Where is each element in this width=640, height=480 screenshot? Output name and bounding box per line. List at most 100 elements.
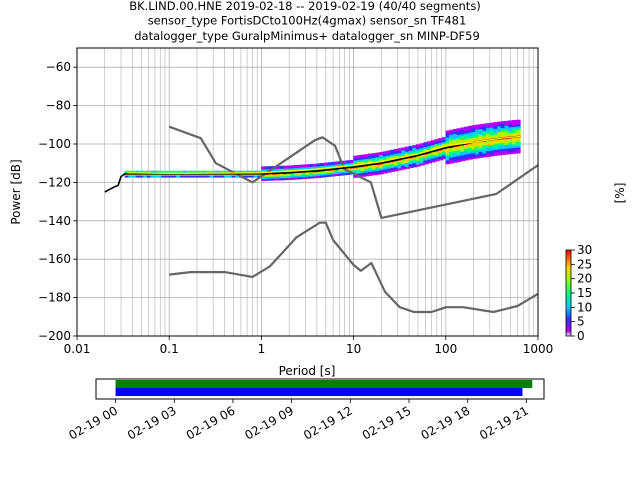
psd-cell [416,146,422,150]
psd-cell [227,170,233,174]
psd-cell [508,126,514,130]
psd-cell [489,149,495,153]
y-tick-label: −120 [38,175,71,189]
psd-cell [486,142,492,146]
mode-psd-line [127,135,521,174]
psd-cell [316,165,322,169]
psd-cell [493,127,499,131]
psd-cell [500,125,506,129]
psd-cell [467,133,473,137]
psd-cell [382,170,388,174]
psd-cell [500,142,506,146]
new-high-noise-model-line [168,125,539,219]
psd-cell [165,174,171,178]
psd-cell [412,148,418,152]
psd-cell [209,174,215,178]
psd-cell [183,174,189,178]
psd-cell [475,134,481,138]
psd-cell [497,121,503,125]
psd-cell [309,163,315,167]
y-axis-label: Power [dB] [9,159,23,224]
psd-cell [139,170,145,174]
psd-cell [438,157,444,161]
psd-cell [360,156,366,160]
psd-cell [493,129,499,133]
psd-cell [419,149,425,153]
psd-cell [434,144,440,148]
psd-cell [320,164,326,168]
psd-cell [497,135,503,139]
psd-cell [475,132,481,136]
psd-cell [427,152,433,156]
psd-cell [427,160,433,164]
psd-cell [397,150,403,154]
psd-cell [482,125,488,129]
psd-cell [397,161,403,165]
psd-cell [198,170,204,174]
psd-cell [161,170,167,174]
psd-cell [408,157,414,161]
psd-cell [242,174,248,178]
psd-cell [456,153,462,157]
psd-cell [486,151,492,155]
psd-cell [419,147,425,151]
psd-cell [508,128,514,132]
psd-cell [511,143,517,147]
psd-cell [397,165,403,169]
timeline-tick-label: 02-19 15 [360,403,414,442]
psd-cell [345,162,351,166]
psd-cell [316,163,322,167]
psd-cell [445,142,451,146]
psd-cell [504,149,510,153]
colorbar-tick-label: 30 [577,243,592,257]
psd-cell [375,152,381,156]
colorbar-label: [%] [613,183,627,204]
psd-cell [482,137,488,141]
psd-cell [452,155,458,159]
psd-cell [353,159,359,163]
psd-cell [478,147,484,151]
psd-cell [493,133,499,137]
psd-cell [486,132,492,136]
psd-cell [187,174,193,178]
psd-cell [478,145,484,149]
psd-cell [338,168,344,172]
psd-cell [183,170,189,174]
new-low-noise-model-line [169,221,539,314]
psd-cell [327,164,333,168]
psd-cell [305,173,311,177]
psd-cell [497,150,503,154]
psd-cell [456,137,462,141]
psd-cell [445,147,451,151]
psd-cell [393,148,399,152]
psd-cell [132,170,138,174]
psd-cell [150,174,156,178]
psd-cell [441,150,447,154]
psd-cell [504,151,510,155]
psd-cell [297,164,303,168]
psd-cell [504,124,510,128]
psd-cell [146,174,152,178]
psd-cell [286,165,292,169]
psd-cell [216,170,222,174]
psd-cell [390,168,396,172]
psd-cell [419,156,425,160]
psd-cell [268,177,274,181]
psd-cell [150,170,156,174]
grid [77,48,538,336]
psd-cell [301,174,307,178]
psd-cell [357,170,363,174]
psd-cell [471,132,477,136]
x-tick-label: 100 [434,342,457,356]
psd-cell [353,157,359,161]
psd-cell [515,133,521,137]
psd-cell [404,163,410,167]
psd-cell [379,155,385,159]
x-tick-label: 0.1 [160,342,179,356]
psd-cell [452,153,458,157]
psd-cell [371,170,377,174]
psd-cell [309,175,315,179]
series-lines [104,125,539,314]
psd-cell [482,129,488,133]
psd-cell [261,168,267,172]
